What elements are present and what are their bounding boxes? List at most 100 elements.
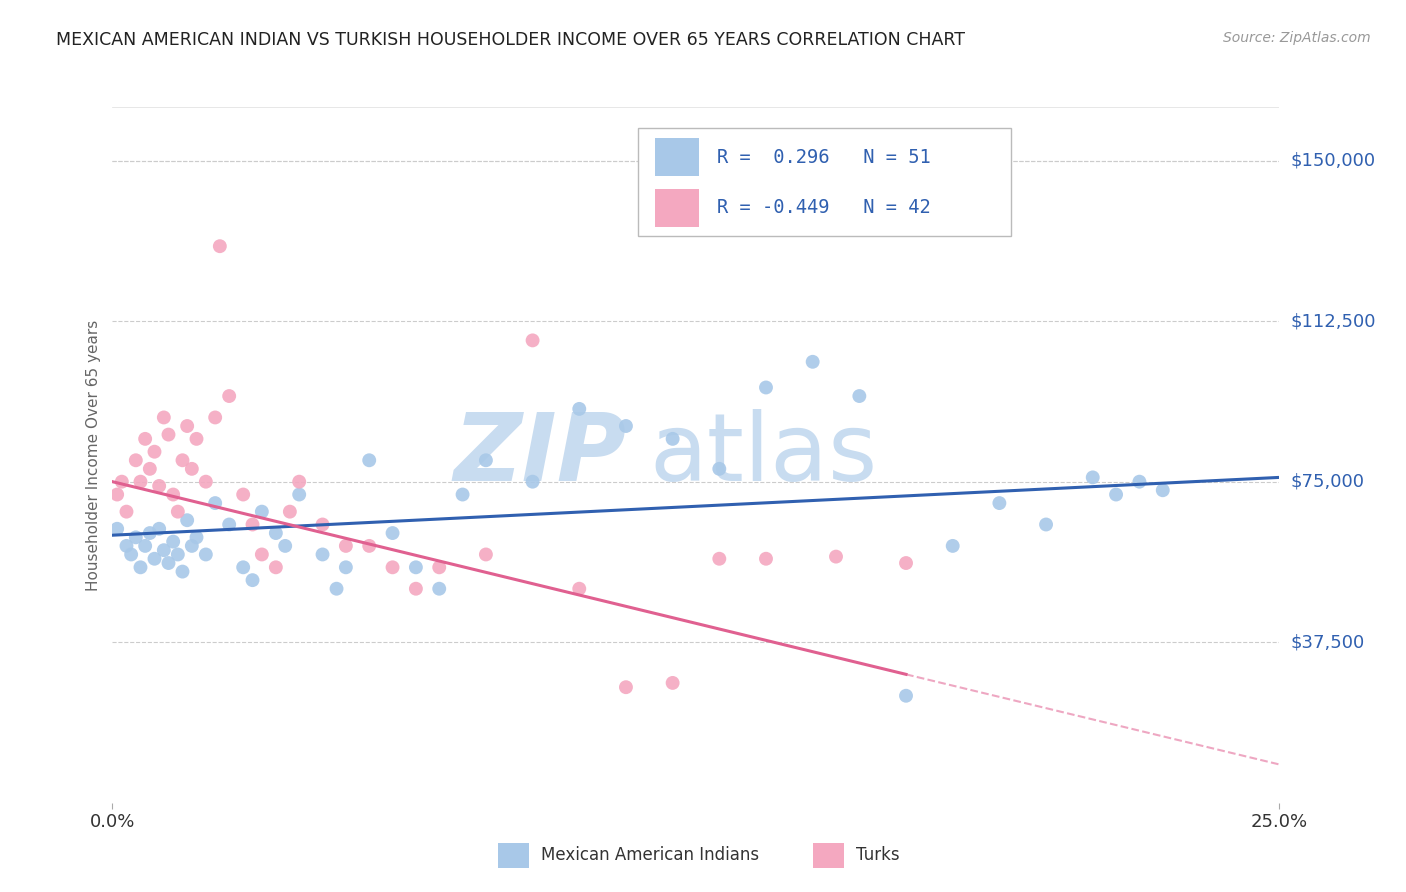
Bar: [655, 189, 699, 227]
Point: [1081, 470, 1104, 484]
Point: [274, 539, 297, 553]
Point: [162, 534, 184, 549]
Point: [125, 453, 148, 467]
Point: [1152, 483, 1174, 498]
Point: [1035, 517, 1057, 532]
Point: [427, 560, 450, 574]
Text: MEXICAN AMERICAN INDIAN VS TURKISH HOUSEHOLDER INCOME OVER 65 YEARS CORRELATION : MEXICAN AMERICAN INDIAN VS TURKISH HOUSE…: [56, 31, 966, 49]
Point: [755, 380, 778, 394]
Y-axis label: Householder Income Over 65 years: Householder Income Over 65 years: [86, 319, 101, 591]
Point: [894, 556, 917, 570]
Point: [475, 453, 498, 467]
Point: [162, 487, 184, 501]
Point: [129, 475, 152, 489]
Point: [153, 543, 176, 558]
Point: [134, 432, 156, 446]
Point: [1105, 487, 1128, 501]
Point: [218, 389, 240, 403]
Point: [208, 239, 231, 253]
Point: [614, 680, 637, 694]
Text: $75,000: $75,000: [1291, 473, 1365, 491]
Point: [129, 560, 152, 574]
Point: [568, 582, 591, 596]
Point: [176, 513, 198, 527]
Text: R =  0.296   N = 51: R = 0.296 N = 51: [717, 148, 931, 167]
Point: [139, 462, 162, 476]
Point: [942, 539, 965, 553]
Point: [232, 560, 254, 574]
Bar: [655, 138, 699, 177]
Text: $112,500: $112,500: [1291, 312, 1376, 330]
Point: [311, 548, 333, 562]
Point: [709, 551, 731, 566]
Point: [755, 551, 778, 566]
Point: [172, 453, 194, 467]
Text: ZIP: ZIP: [453, 409, 626, 501]
Point: [451, 487, 474, 501]
Point: [288, 487, 311, 501]
Point: [405, 582, 427, 596]
Point: [166, 548, 188, 562]
Point: [157, 556, 180, 570]
Text: Mexican American Indians: Mexican American Indians: [541, 846, 759, 864]
Point: [278, 505, 301, 519]
Point: [475, 548, 498, 562]
Text: $37,500: $37,500: [1291, 633, 1365, 651]
Point: [186, 530, 208, 544]
Text: R = -0.449   N = 42: R = -0.449 N = 42: [717, 198, 931, 218]
Point: [522, 475, 544, 489]
Bar: [498, 843, 529, 868]
Point: [242, 517, 264, 532]
Point: [194, 548, 217, 562]
Point: [335, 539, 357, 553]
Point: [180, 462, 202, 476]
Point: [120, 548, 142, 562]
Point: [180, 539, 202, 553]
Point: [115, 539, 138, 553]
Point: [709, 462, 731, 476]
Point: [359, 453, 381, 467]
Bar: [813, 843, 844, 868]
Point: [218, 517, 240, 532]
Point: [264, 526, 287, 541]
Point: [264, 560, 287, 574]
Text: $150,000: $150,000: [1291, 152, 1375, 169]
Point: [166, 505, 188, 519]
Point: [250, 548, 273, 562]
Point: [148, 479, 170, 493]
Point: [115, 505, 138, 519]
Point: [825, 549, 848, 564]
Point: [125, 530, 148, 544]
Point: [157, 427, 180, 442]
Point: [148, 522, 170, 536]
FancyBboxPatch shape: [638, 128, 1011, 235]
Point: [325, 582, 347, 596]
Point: [335, 560, 357, 574]
Point: [311, 517, 333, 532]
Point: [1128, 475, 1150, 489]
Point: [143, 444, 166, 458]
Text: Source: ZipAtlas.com: Source: ZipAtlas.com: [1223, 31, 1371, 45]
Point: [204, 410, 226, 425]
Point: [143, 551, 166, 566]
Point: [172, 565, 194, 579]
Point: [568, 401, 591, 416]
Point: [381, 560, 404, 574]
Point: [661, 676, 683, 690]
Point: [614, 419, 637, 434]
Point: [381, 526, 404, 541]
Point: [105, 487, 128, 501]
Text: atlas: atlas: [650, 409, 877, 501]
Point: [176, 419, 198, 434]
Point: [522, 334, 544, 348]
Text: Turks: Turks: [856, 846, 900, 864]
Point: [288, 475, 311, 489]
Point: [194, 475, 217, 489]
Point: [801, 355, 824, 369]
Point: [186, 432, 208, 446]
Point: [134, 539, 156, 553]
Point: [105, 522, 128, 536]
Point: [242, 573, 264, 587]
Point: [894, 689, 917, 703]
Point: [250, 505, 273, 519]
